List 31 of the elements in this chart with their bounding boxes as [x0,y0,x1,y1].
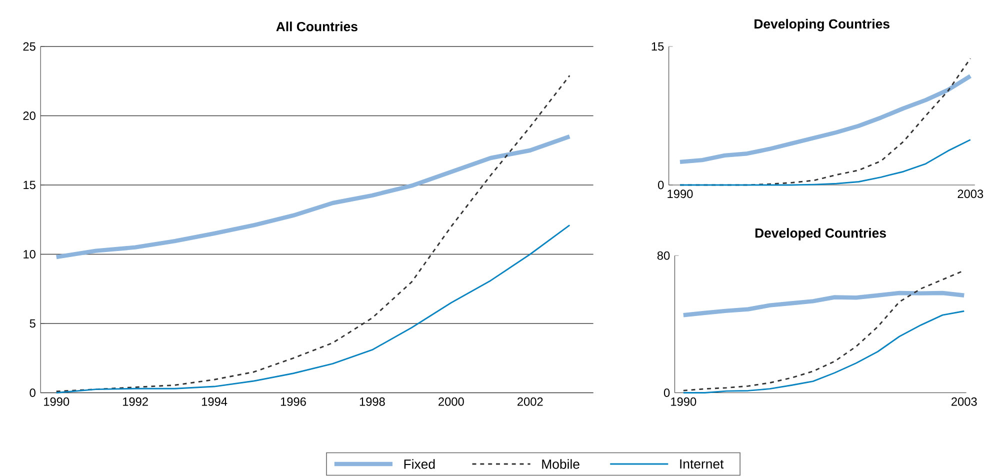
x-tick-label: 1990 [668,190,693,198]
x-tick-label: 1990 [671,397,696,406]
x-tick-label: 1998 [360,397,385,406]
y-tick-label: 0 [30,388,36,398]
chart-title: All Countries [276,22,358,32]
y-tick-label: 15 [24,180,36,190]
y-tick-label: 0 [658,180,664,190]
line-series [56,224,570,394]
line-series [681,290,966,318]
chart-title: Developed Countries [755,228,886,240]
x-tick-label: 2003 [952,397,977,406]
y-tick-label: 25 [23,42,36,51]
x-tick-label: 1992 [123,397,148,406]
legend-label: Fixed [404,459,435,469]
y-tick-label: 80 [657,251,670,260]
y-tick-label: 20 [23,112,36,120]
x-tick-label: 2002 [518,397,543,406]
legend-label: Mobile [542,459,580,469]
x-tick-label: 2000 [438,397,464,406]
legend-label: Internet [680,459,724,469]
line-series [682,310,965,394]
x-tick-label: 2003 [958,190,984,198]
line-series [54,134,572,260]
chart-title: Developing Countries [754,18,890,32]
y-tick-label: 10 [24,250,36,259]
x-tick-label: 1990 [44,397,70,406]
y-tick-label: 5 [30,319,36,328]
x-tick-label: 1996 [280,397,306,406]
y-tick-label: 15 [652,42,664,51]
x-tick-label: 1994 [202,397,228,406]
y-tick-label: 0 [664,388,670,398]
